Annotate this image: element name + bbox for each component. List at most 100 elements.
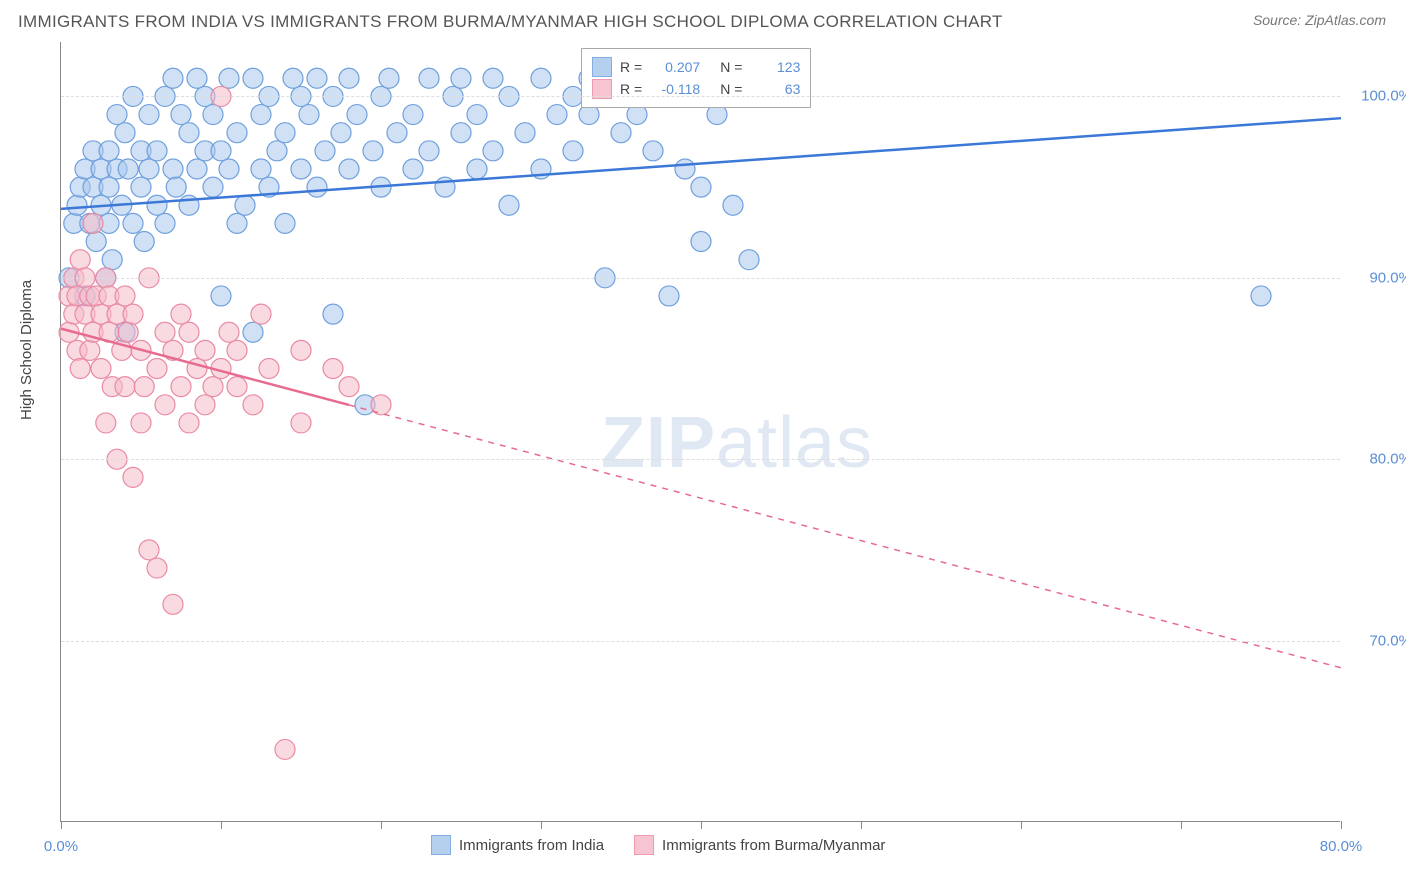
source-label: Source: ZipAtlas.com — [1253, 12, 1386, 28]
data-point — [155, 322, 175, 342]
data-point — [179, 123, 199, 143]
data-point — [211, 141, 231, 161]
data-point — [171, 304, 191, 324]
data-point — [347, 105, 367, 125]
bottom-legend-burma: Immigrants from Burma/Myanmar — [634, 835, 885, 855]
data-point — [379, 68, 399, 88]
data-point — [134, 377, 154, 397]
gridline — [61, 96, 1340, 97]
data-point — [96, 413, 116, 433]
data-point — [419, 141, 439, 161]
data-point — [115, 123, 135, 143]
data-point — [147, 558, 167, 578]
data-point — [99, 141, 119, 161]
y-tick-label: 70.0% — [1369, 632, 1406, 649]
data-point — [179, 413, 199, 433]
r-value-burma: -0.118 — [650, 81, 700, 97]
data-point — [166, 177, 186, 197]
data-point — [339, 377, 359, 397]
data-point — [171, 105, 191, 125]
data-point — [483, 68, 503, 88]
data-point — [515, 123, 535, 143]
plot-area: ZIPatlas R = 0.207 N = 123 R = -0.118 N … — [60, 42, 1340, 822]
data-point — [139, 159, 159, 179]
n-value-burma: 63 — [750, 81, 800, 97]
y-tick-label: 100.0% — [1361, 88, 1406, 105]
x-tick — [1341, 821, 1342, 829]
data-point — [451, 68, 471, 88]
data-point — [107, 105, 127, 125]
data-point — [155, 213, 175, 233]
data-point — [547, 105, 567, 125]
x-tick — [61, 821, 62, 829]
data-point — [131, 413, 151, 433]
data-point — [179, 322, 199, 342]
data-point — [331, 123, 351, 143]
data-point — [323, 304, 343, 324]
x-tick-label: 80.0% — [1320, 838, 1363, 855]
data-point — [227, 340, 247, 360]
swatch-burma — [634, 835, 654, 855]
gridline — [61, 641, 1340, 642]
swatch-india — [592, 57, 612, 77]
bottom-legend-label: Immigrants from Burma/Myanmar — [662, 837, 885, 854]
data-point — [363, 141, 383, 161]
data-point — [291, 159, 311, 179]
data-point — [227, 123, 247, 143]
data-point — [118, 159, 138, 179]
r-value-india: 0.207 — [650, 59, 700, 75]
data-point — [70, 359, 90, 379]
chart-title: IMMIGRANTS FROM INDIA VS IMMIGRANTS FROM… — [18, 12, 1003, 32]
data-point — [307, 68, 327, 88]
data-point — [123, 467, 143, 487]
chart-svg — [61, 42, 1340, 821]
data-point — [307, 177, 327, 197]
data-point — [211, 286, 231, 306]
data-point — [187, 159, 207, 179]
x-tick — [541, 821, 542, 829]
data-point — [195, 395, 215, 415]
data-point — [102, 250, 122, 270]
data-point — [131, 177, 151, 197]
data-point — [203, 177, 223, 197]
data-point — [611, 123, 631, 143]
data-point — [227, 377, 247, 397]
data-point — [275, 123, 295, 143]
x-tick — [1181, 821, 1182, 829]
data-point — [163, 68, 183, 88]
data-point — [643, 141, 663, 161]
data-point — [291, 340, 311, 360]
data-point — [483, 141, 503, 161]
data-point — [275, 213, 295, 233]
data-point — [99, 177, 119, 197]
data-point — [70, 250, 90, 270]
data-point — [467, 105, 487, 125]
n-value-india: 123 — [750, 59, 800, 75]
data-point — [691, 232, 711, 252]
data-point — [283, 68, 303, 88]
x-tick — [381, 821, 382, 829]
data-point — [219, 68, 239, 88]
data-point — [147, 141, 167, 161]
data-point — [499, 195, 519, 215]
data-point — [86, 232, 106, 252]
data-point — [115, 377, 135, 397]
y-tick-label: 80.0% — [1369, 451, 1406, 468]
data-point — [419, 68, 439, 88]
data-point — [195, 340, 215, 360]
data-point — [403, 159, 423, 179]
data-point — [323, 359, 343, 379]
data-point — [123, 213, 143, 233]
swatch-india — [431, 835, 451, 855]
data-point — [387, 123, 407, 143]
data-point — [675, 159, 695, 179]
data-point — [315, 141, 335, 161]
bottom-legend-label: Immigrants from India — [459, 837, 604, 854]
data-point — [115, 286, 135, 306]
trend-line — [349, 405, 1341, 668]
data-point — [251, 304, 271, 324]
data-point — [563, 141, 583, 161]
data-point — [739, 250, 759, 270]
x-tick — [861, 821, 862, 829]
data-point — [339, 68, 359, 88]
